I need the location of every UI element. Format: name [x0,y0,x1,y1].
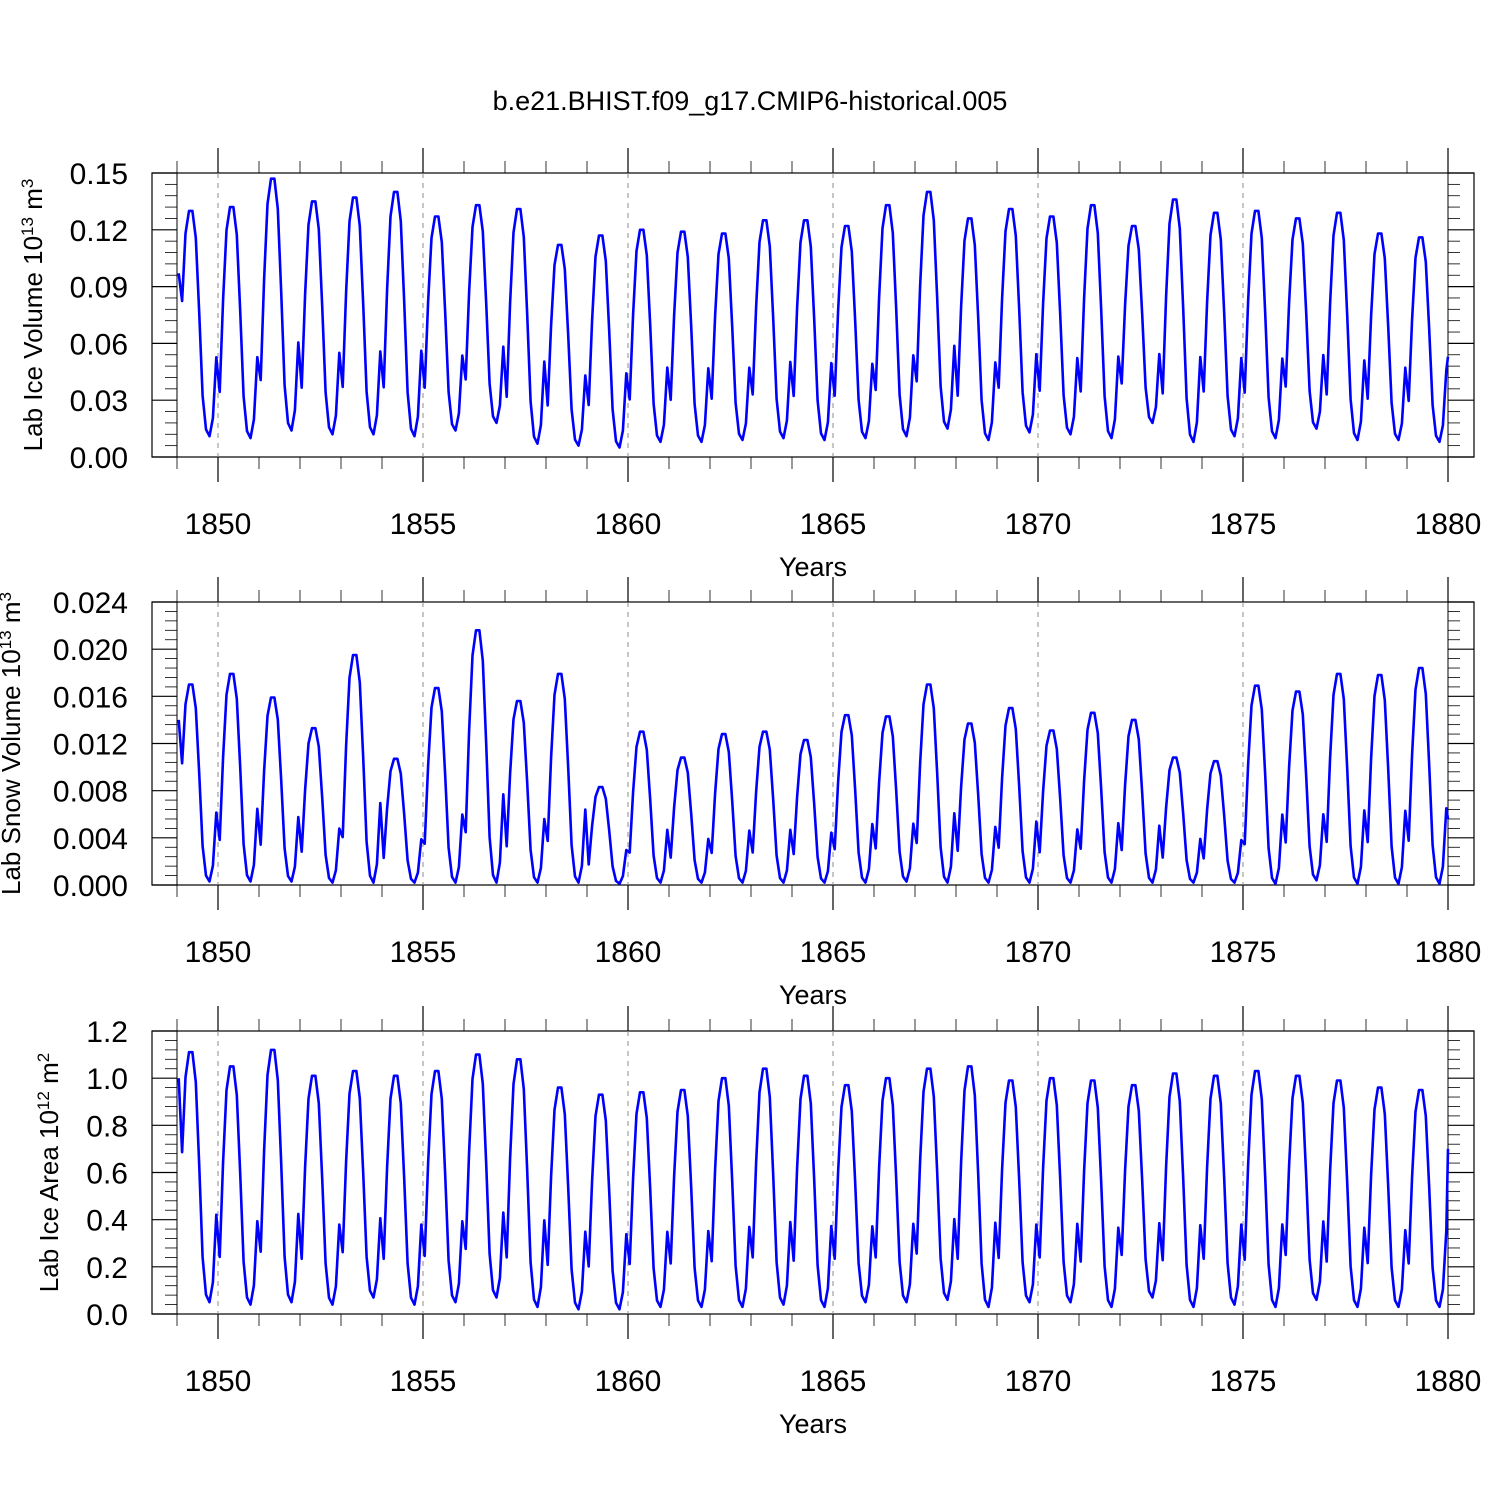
snow-volume-ytick-label: 0.004 [53,823,128,856]
snow-volume-x-axis-label: Years [779,980,847,1010]
ice-volume-xtick-label: 1880 [1415,508,1482,541]
snow-volume-ytick-label: 0.020 [53,634,128,667]
snow-volume-xtick-label: 1875 [1210,936,1277,969]
snow-volume-plot-frame [151,601,1475,886]
ice-volume-xtick-label: 1860 [595,508,662,541]
ice-area-ytick-label: 1.0 [86,1063,128,1096]
ice-volume-ytick-label: 0.03 [70,385,128,418]
ice-volume-xtick-label: 1855 [390,508,457,541]
ice-area-ytick-label: 0.0 [86,1299,128,1332]
snow-volume-ytick-label: 0.012 [53,729,128,762]
snow-volume-ytick-label: 0.008 [53,776,128,809]
ice-volume-xtick-label: 1865 [800,508,867,541]
ice-volume-x-axis-label: Years [779,552,847,582]
ice-area-ytick-label: 0.6 [86,1158,128,1191]
ice-area-ytick-label: 0.2 [86,1252,128,1285]
ice-area-xtick-label: 1860 [595,1365,662,1398]
ice-volume-plot-frame [151,172,1475,458]
ice-area-xtick-label: 1880 [1415,1365,1482,1398]
ice-volume-xtick-label: 1875 [1210,508,1277,541]
ice-volume-ytick-label: 0.06 [70,328,128,361]
panel-ice-area: 0.0 0.2 0.4 0.6 0.8 1.0 1.2 1850 1855 1860 1865 187… [34,1006,1482,1439]
ice-area-x-axis-label: Years [779,1409,847,1439]
ice-area-y-axis-label: Lab Ice Area 1012 m2 [34,1053,65,1292]
snow-volume-xtick-label: 1880 [1415,936,1482,969]
ice-area-xtick-label: 1855 [390,1365,457,1398]
ice-volume-ytick-label: 0.15 [70,158,128,191]
snow-volume-xtick-label: 1865 [800,936,867,969]
snow-volume-ytick-label: 0.024 [53,587,128,620]
snow-volume-xtick-label: 1850 [185,936,252,969]
panel-snow-volume: 0.000 0.004 0.008 0.012 0.016 0.020 0.024 1850 1… [0,577,1481,1010]
ice-area-ytick-label: 0.4 [86,1205,128,1238]
ice-area-xtick-label: 1865 [800,1365,867,1398]
ice-volume-ytick-label: 0.12 [70,215,128,248]
snow-volume-ytick-label: 0.000 [53,870,128,903]
ice-area-ytick-label: 1.2 [86,1016,128,1049]
snow-volume-xtick-label: 1855 [390,936,457,969]
ice-volume-ytick-label: 0.09 [70,272,128,305]
snow-volume-y-axis-label: Lab Snow Volume 1013 m3 [0,592,26,895]
ice-volume-xtick-label: 1850 [185,508,252,541]
snow-volume-xtick-label: 1870 [1005,936,1072,969]
ice-area-ytick-label: 0.8 [86,1110,128,1143]
snow-volume-ytick-label: 0.016 [53,681,128,714]
snow-volume-series-line [177,629,1450,886]
panel-ice-volume: 0.00 0.03 0.06 0.09 0.12 0.15 1850 1855 1860 1865… [18,148,1482,582]
ice-area-series-line [177,1048,1450,1311]
ice-area-xtick-label: 1875 [1210,1365,1277,1398]
ice-area-xtick-label: 1870 [1005,1365,1072,1398]
ice-area-xtick-label: 1850 [185,1365,252,1398]
ice-volume-y-axis-label: Lab Ice Volume 1013 m3 [18,179,49,452]
snow-volume-xtick-label: 1860 [595,936,662,969]
figure-title: b.e21.BHIST.f09_g17.CMIP6-historical.005 [493,86,1008,116]
ice-volume-series-line [177,177,1450,449]
ice-volume-ytick-label: 0.00 [70,442,128,475]
ice-volume-xtick-label: 1870 [1005,508,1072,541]
